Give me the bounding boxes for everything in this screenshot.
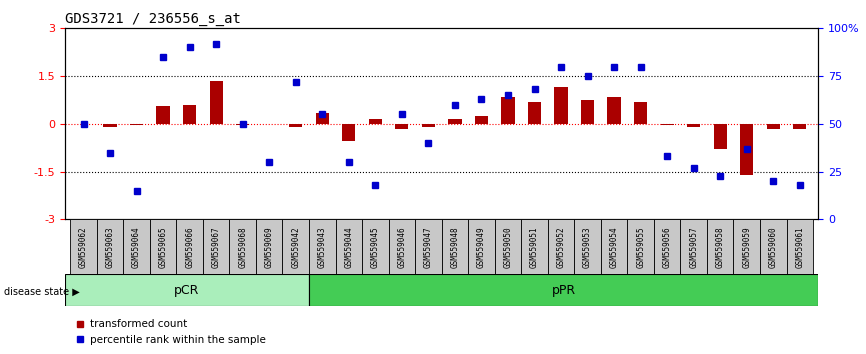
Text: GSM559053: GSM559053 bbox=[583, 226, 592, 268]
Bar bbox=[634, 102, 647, 124]
Text: GSM559061: GSM559061 bbox=[795, 226, 805, 268]
Bar bbox=[607, 97, 621, 124]
FancyBboxPatch shape bbox=[335, 219, 362, 274]
Text: GSM559051: GSM559051 bbox=[530, 226, 539, 268]
FancyBboxPatch shape bbox=[389, 219, 415, 274]
Text: GSM559063: GSM559063 bbox=[106, 226, 114, 268]
Bar bbox=[65, 274, 309, 306]
FancyBboxPatch shape bbox=[97, 219, 123, 274]
Text: GSM559056: GSM559056 bbox=[662, 226, 672, 268]
Bar bbox=[714, 124, 727, 149]
Legend: transformed count, percentile rank within the sample: transformed count, percentile rank withi… bbox=[70, 315, 270, 349]
FancyBboxPatch shape bbox=[150, 219, 177, 274]
Bar bbox=[422, 124, 435, 127]
FancyBboxPatch shape bbox=[309, 219, 335, 274]
Bar bbox=[130, 124, 143, 125]
Text: GSM559047: GSM559047 bbox=[423, 226, 433, 268]
Text: pCR: pCR bbox=[174, 284, 200, 297]
FancyBboxPatch shape bbox=[601, 219, 627, 274]
Bar bbox=[369, 119, 382, 124]
FancyBboxPatch shape bbox=[574, 219, 601, 274]
FancyBboxPatch shape bbox=[681, 219, 707, 274]
Text: GSM559054: GSM559054 bbox=[610, 226, 618, 268]
Text: GSM559052: GSM559052 bbox=[557, 226, 565, 268]
Text: GSM559064: GSM559064 bbox=[132, 226, 141, 268]
FancyBboxPatch shape bbox=[707, 219, 734, 274]
Bar bbox=[183, 105, 197, 124]
FancyBboxPatch shape bbox=[70, 219, 97, 274]
Text: GSM559050: GSM559050 bbox=[503, 226, 513, 268]
Bar bbox=[554, 87, 568, 124]
Text: GSM559060: GSM559060 bbox=[769, 226, 778, 268]
FancyBboxPatch shape bbox=[734, 219, 760, 274]
Text: GSM559046: GSM559046 bbox=[397, 226, 406, 268]
Text: GSM559057: GSM559057 bbox=[689, 226, 698, 268]
FancyBboxPatch shape bbox=[256, 219, 282, 274]
FancyBboxPatch shape bbox=[760, 219, 786, 274]
FancyBboxPatch shape bbox=[282, 219, 309, 274]
FancyBboxPatch shape bbox=[548, 219, 574, 274]
Bar bbox=[793, 124, 806, 129]
FancyBboxPatch shape bbox=[786, 219, 813, 274]
Bar bbox=[289, 124, 302, 127]
Text: GSM559062: GSM559062 bbox=[79, 226, 88, 268]
Bar bbox=[475, 116, 488, 124]
Bar bbox=[315, 113, 329, 124]
Text: GSM559058: GSM559058 bbox=[715, 226, 725, 268]
FancyBboxPatch shape bbox=[627, 219, 654, 274]
Bar bbox=[157, 106, 170, 124]
Text: GSM559067: GSM559067 bbox=[211, 226, 221, 268]
Text: pPR: pPR bbox=[552, 284, 576, 297]
Text: GSM559042: GSM559042 bbox=[291, 226, 301, 268]
FancyBboxPatch shape bbox=[203, 219, 229, 274]
Bar bbox=[740, 124, 753, 175]
Bar bbox=[210, 81, 223, 124]
Bar bbox=[103, 124, 117, 127]
Bar bbox=[687, 124, 701, 127]
Bar bbox=[501, 97, 514, 124]
Text: GSM559049: GSM559049 bbox=[477, 226, 486, 268]
Text: GSM559069: GSM559069 bbox=[265, 226, 274, 268]
Bar bbox=[342, 124, 355, 141]
Bar bbox=[309, 274, 818, 306]
FancyBboxPatch shape bbox=[177, 219, 203, 274]
Text: GSM559065: GSM559065 bbox=[158, 226, 168, 268]
Text: GSM559066: GSM559066 bbox=[185, 226, 194, 268]
Bar bbox=[661, 124, 674, 125]
Bar bbox=[766, 124, 780, 129]
Text: GSM559044: GSM559044 bbox=[345, 226, 353, 268]
FancyBboxPatch shape bbox=[442, 219, 469, 274]
Bar bbox=[449, 119, 462, 124]
FancyBboxPatch shape bbox=[521, 219, 548, 274]
FancyBboxPatch shape bbox=[469, 219, 494, 274]
Text: disease state ▶: disease state ▶ bbox=[4, 287, 80, 297]
Text: GSM559055: GSM559055 bbox=[637, 226, 645, 268]
Bar bbox=[395, 124, 409, 129]
Text: GSM559068: GSM559068 bbox=[238, 226, 247, 268]
Bar bbox=[581, 100, 594, 124]
Text: GDS3721 / 236556_s_at: GDS3721 / 236556_s_at bbox=[65, 12, 241, 27]
FancyBboxPatch shape bbox=[362, 219, 389, 274]
FancyBboxPatch shape bbox=[415, 219, 442, 274]
Text: GSM559059: GSM559059 bbox=[742, 226, 751, 268]
FancyBboxPatch shape bbox=[229, 219, 256, 274]
FancyBboxPatch shape bbox=[494, 219, 521, 274]
FancyBboxPatch shape bbox=[654, 219, 681, 274]
Text: GSM559043: GSM559043 bbox=[318, 226, 326, 268]
Bar bbox=[528, 102, 541, 124]
FancyBboxPatch shape bbox=[123, 219, 150, 274]
Text: GSM559048: GSM559048 bbox=[450, 226, 460, 268]
Text: GSM559045: GSM559045 bbox=[371, 226, 380, 268]
Bar bbox=[236, 124, 249, 125]
